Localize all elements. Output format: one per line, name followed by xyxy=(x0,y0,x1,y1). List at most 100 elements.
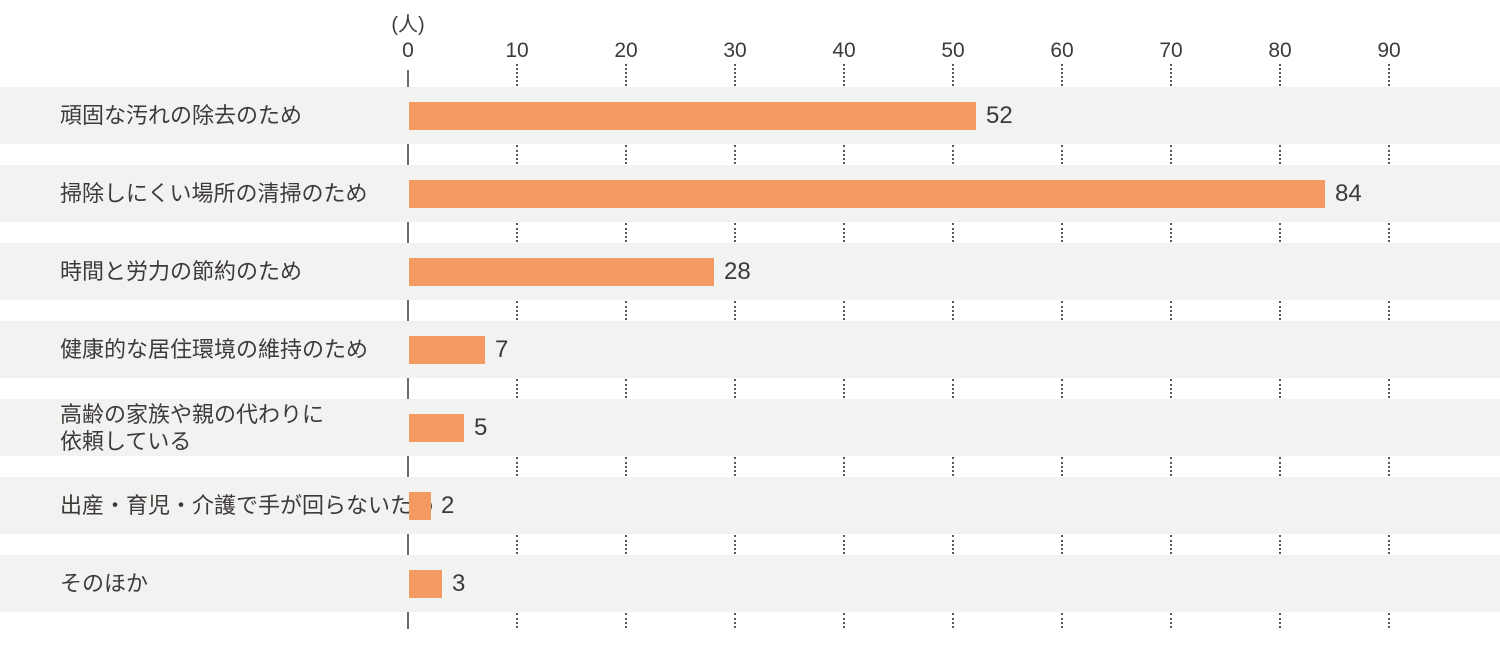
gridline-dot-segment xyxy=(625,145,627,164)
gridline-dot-segment xyxy=(1170,145,1172,164)
value-label: 28 xyxy=(724,257,751,285)
gridline-dot-segment xyxy=(1061,457,1063,476)
gridline-dot-segment xyxy=(1170,457,1172,476)
gridline-dot-segment xyxy=(1061,145,1063,164)
gridline-dot-segment xyxy=(1279,223,1281,242)
gridline-dot-segment xyxy=(952,535,954,554)
gridline-dot-segment xyxy=(625,223,627,242)
bar xyxy=(409,414,464,442)
gridline-dot-segment xyxy=(952,301,954,320)
chart-row: 健康的な居住環境の維持のため 7 xyxy=(0,321,1500,378)
gridline-dot-segment xyxy=(1388,223,1390,242)
gridline-dot-segment xyxy=(952,613,954,628)
gridline-dot-segment xyxy=(625,64,627,86)
gridline-dot-segment xyxy=(625,301,627,320)
gridline-dot-segment xyxy=(1279,613,1281,628)
gridline-dot-segment xyxy=(843,301,845,320)
category-label: 頑固な汚れの除去のため xyxy=(60,103,303,128)
gridline-dot-segment xyxy=(952,223,954,242)
value-label: 52 xyxy=(986,101,1013,129)
gridline-dot-segment xyxy=(625,379,627,398)
gridline-dot-segment xyxy=(952,145,954,164)
gridline-dot-segment xyxy=(516,535,518,554)
gridline-dot-segment xyxy=(1170,64,1172,86)
gridline-dot-segment xyxy=(625,613,627,628)
gridline-dot-segment xyxy=(843,145,845,164)
gridline-dot-segment xyxy=(952,379,954,398)
gridline-dot-segment xyxy=(1170,613,1172,628)
gridline-dot-segment xyxy=(625,535,627,554)
bar xyxy=(409,570,442,598)
category-label: 時間と労力の節約のため xyxy=(60,259,303,284)
gridline-dot-segment xyxy=(843,535,845,554)
chart-row: 掃除しにくい場所の清掃のため 84 xyxy=(0,165,1500,222)
gridline-dot-segment xyxy=(1061,223,1063,242)
gridline-dot-segment xyxy=(1170,301,1172,320)
category-label: 健康的な居住環境の維持のため xyxy=(60,337,369,362)
gridline-dot-segment xyxy=(516,145,518,164)
bar xyxy=(409,180,1325,208)
gridline-dot-segment xyxy=(734,613,736,628)
gridline-dot-segment xyxy=(734,64,736,86)
x-axis-tick-label: 40 xyxy=(832,39,856,62)
chart-row: 頑固な汚れの除去のため 52 xyxy=(0,87,1500,144)
gridline-dot-segment xyxy=(1388,301,1390,320)
gridline-dot-segment xyxy=(1388,145,1390,164)
gridline-dot-segment xyxy=(1061,301,1063,320)
gridline-dot-segment xyxy=(734,301,736,320)
chart-row: そのほか 3 xyxy=(0,555,1500,612)
gridline-dot-segment xyxy=(516,457,518,476)
gridline-dot-segment xyxy=(843,613,845,628)
bar xyxy=(409,258,714,286)
category-label: 掃除しにくい場所の清掃のため xyxy=(60,181,368,206)
gridline-dot-segment xyxy=(1388,535,1390,554)
gridline-dot-segment xyxy=(734,223,736,242)
value-label: 7 xyxy=(495,335,509,363)
bar xyxy=(409,336,485,364)
gridline-dot-segment xyxy=(1170,535,1172,554)
gridline-dot-segment xyxy=(516,301,518,320)
x-axis-tick-label: 90 xyxy=(1377,39,1401,62)
gridline-dot-segment xyxy=(1388,613,1390,628)
gridline-dot-segment xyxy=(1170,379,1172,398)
x-axis-tick-label: 0 xyxy=(402,39,414,62)
gridline-dot-segment xyxy=(843,379,845,398)
gridline-dot-segment xyxy=(843,457,845,476)
gridline-dot-segment xyxy=(1388,457,1390,476)
x-axis-tick-label: 60 xyxy=(1050,39,1074,62)
gridline-dot-segment xyxy=(952,64,954,86)
gridline-dot-segment xyxy=(1279,457,1281,476)
gridline-dot-segment xyxy=(1170,223,1172,242)
gridline-dot-segment xyxy=(1061,379,1063,398)
gridline-dot-segment xyxy=(1279,379,1281,398)
gridline-dot-segment xyxy=(516,64,518,86)
gridline-dot-segment xyxy=(734,145,736,164)
bar xyxy=(409,102,976,130)
gridline-dot-segment xyxy=(1279,535,1281,554)
x-axis-tick-label: 80 xyxy=(1268,39,1292,62)
value-label: 2 xyxy=(441,491,455,519)
gridline-dot-segment xyxy=(625,457,627,476)
gridline-dot-segment xyxy=(843,223,845,242)
gridline-dot-segment xyxy=(734,535,736,554)
gridline-dot-segment xyxy=(1061,64,1063,86)
x-axis-tick-label: 30 xyxy=(723,39,747,62)
gridline-dot-segment xyxy=(952,457,954,476)
gridline-dot-segment xyxy=(1388,64,1390,86)
x-axis-tick-label: 70 xyxy=(1159,39,1183,62)
gridline-dot-segment xyxy=(843,64,845,86)
axis-unit-label: (人) xyxy=(391,14,425,36)
gridline-dot-segment xyxy=(1061,535,1063,554)
gridline-dot-segment xyxy=(1279,145,1281,164)
gridline-dot-segment xyxy=(1279,64,1281,86)
chart-row: 出産・育児・介護で手が回らないため 2 xyxy=(0,477,1500,534)
gridline-dot-segment xyxy=(734,457,736,476)
chart-row: 高齢の家族や親の代わりに 依頼している 5 xyxy=(0,399,1500,456)
x-axis-tick-label: 20 xyxy=(614,39,638,62)
gridline-dot-segment xyxy=(1061,613,1063,628)
gridline-dot-segment xyxy=(516,379,518,398)
gridline-dot-segment xyxy=(516,223,518,242)
x-axis-tick-label: 50 xyxy=(941,39,965,62)
gridline-dot-segment xyxy=(734,379,736,398)
